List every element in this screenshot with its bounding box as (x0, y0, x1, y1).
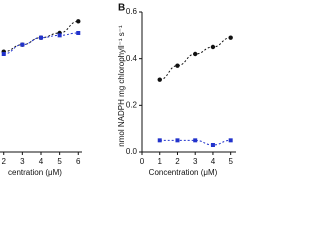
data-point (57, 33, 62, 38)
x-tick-label: 5 (57, 157, 62, 166)
data-point (210, 143, 215, 147)
data-point (228, 138, 233, 143)
y-tick-label: 0.6 (126, 7, 138, 16)
data-point (193, 51, 198, 57)
data-point (76, 19, 81, 24)
x-tick-label: 4 (39, 157, 44, 166)
data-point (157, 138, 162, 143)
data-point (210, 44, 216, 50)
x-tick-label: 5 (228, 157, 233, 166)
y-tick-label: 0.2 (126, 100, 138, 109)
data-point (76, 31, 81, 35)
data-point (175, 138, 180, 143)
y-tick-label: 0.4 (126, 54, 138, 63)
x-tick-label: 3 (20, 157, 25, 166)
fit-line (159, 37, 231, 81)
panel-label: B (118, 3, 125, 14)
x-axis-label: centration (μM) (8, 168, 62, 177)
x-tick-label: 6 (76, 157, 81, 166)
x-tick-label: 1 (158, 157, 163, 166)
data-point (228, 35, 233, 40)
data-point (175, 63, 180, 68)
data-point (20, 42, 25, 47)
y-axis-label: nmol NADPH mg chlorophyll⁻¹ s⁻¹ (117, 25, 126, 147)
x-tick-label: 0 (140, 157, 145, 166)
data-point (1, 52, 6, 56)
y-tick-label: 0.0 (126, 147, 138, 156)
x-axis-label: Concentration (μM) (149, 168, 218, 177)
data-point (193, 138, 198, 143)
x-tick-label: 4 (211, 157, 216, 166)
figure: 2 3 4 5 6 centration (μM) 0 1 2 3 4 5 Concentration … (0, 3, 236, 177)
data-point (157, 77, 162, 82)
x-tick-label: 2 (175, 157, 180, 166)
x-tick-label: 3 (193, 157, 198, 166)
data-point (39, 35, 43, 40)
x-tick-label: 2 (2, 157, 7, 166)
